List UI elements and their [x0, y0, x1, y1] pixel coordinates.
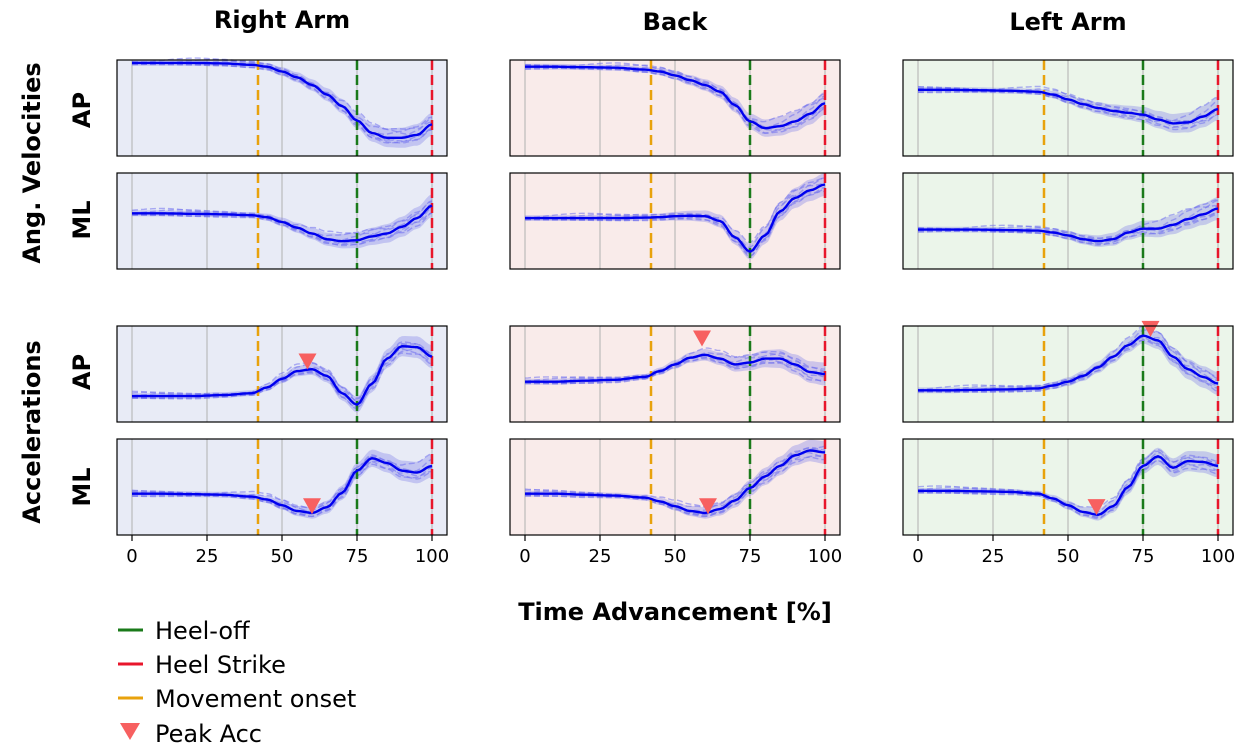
panels: 0 25 50 75 100 0 25 50 75 100 0 25 50 75 100 — [116, 57, 1235, 567]
panel-back-3: 0 25 50 75 100 — [509, 438, 842, 567]
legend-label-heel-strike: Heel Strike — [155, 651, 286, 679]
x-tick-label: 75 — [346, 546, 369, 567]
column-title-back: Back — [643, 8, 709, 36]
mean-line — [525, 449, 826, 515]
trial-line — [917, 199, 1219, 242]
trial-line — [131, 342, 433, 402]
row-label-ap-acceleration: AP — [68, 354, 96, 390]
panel-right-arm-3: 0 25 50 75 100 — [116, 438, 449, 567]
trial-line — [917, 336, 1219, 393]
confidence-band — [525, 439, 825, 519]
trial-line — [524, 177, 826, 258]
panel-frame — [116, 172, 448, 270]
row-label-ap-velocity: AP — [68, 92, 96, 128]
mean-line — [918, 455, 1219, 517]
x-tick-label: 25 — [982, 546, 1005, 567]
trial-line — [525, 183, 826, 249]
trial-line — [524, 351, 826, 384]
mean-line — [918, 88, 1219, 125]
panel-back-0 — [509, 59, 841, 157]
mean-line — [525, 183, 826, 254]
trial-line — [524, 62, 826, 123]
panel-left-arm-2 — [902, 320, 1234, 423]
trial-line — [524, 190, 826, 244]
panel-frame — [116, 59, 448, 157]
panel-frame — [509, 325, 841, 423]
panel-right-arm-2 — [116, 325, 448, 423]
x-tick-label: 25 — [589, 546, 612, 567]
mean-line — [132, 204, 433, 243]
panel-back-1 — [509, 172, 841, 270]
column-title-left-arm: Left Arm — [1009, 8, 1126, 36]
mean-line — [918, 334, 1219, 392]
mean-line — [918, 207, 1219, 243]
x-tick-label: 50 — [271, 546, 294, 567]
trial-line — [131, 57, 433, 137]
peak-acc-marker — [1141, 320, 1160, 337]
x-tick-label: 25 — [196, 546, 219, 567]
x-tick-label: 50 — [1057, 546, 1080, 567]
trial-line — [917, 325, 1219, 393]
panel-left-arm-0 — [902, 59, 1234, 157]
x-tick-label: 0 — [912, 546, 923, 567]
legend: Heel-off Heel Strike Movement onset Peak… — [118, 617, 356, 748]
confidence-band — [525, 63, 825, 137]
trial-line — [132, 58, 433, 130]
mean-line — [132, 61, 433, 139]
panel-back-2 — [509, 325, 841, 423]
x-tick-label: 100 — [415, 546, 449, 567]
row-label-ml-acceleration: ML — [68, 467, 96, 506]
trial-line — [917, 339, 1219, 394]
panel-frame — [509, 172, 841, 270]
peak-acc-marker — [693, 330, 711, 347]
mean-line — [132, 456, 433, 515]
trial-line — [918, 329, 1219, 393]
trial-line — [524, 454, 826, 508]
legend-label-peak-acc: Peak Acc — [155, 720, 262, 748]
group-label-accelerations: Accelerations — [18, 340, 46, 523]
trial-line — [131, 453, 433, 514]
panel-left-arm-3: 0 25 50 75 100 — [902, 438, 1235, 567]
x-tick-label: 0 — [126, 546, 137, 567]
trial-line — [524, 347, 826, 382]
x-tick-label: 50 — [664, 546, 687, 567]
trial-line — [131, 352, 433, 403]
panel-left-arm-1 — [902, 172, 1234, 270]
mean-line — [525, 65, 826, 130]
panel-frame — [509, 59, 841, 157]
row-label-ml-velocity: ML — [68, 200, 96, 239]
panel-frame — [116, 325, 448, 423]
legend-label-movement-onset: Movement onset — [155, 685, 356, 713]
trial-line — [917, 456, 1219, 509]
x-tick-label: 75 — [1132, 546, 1155, 567]
trial-line — [917, 450, 1219, 514]
panel-frame — [902, 59, 1234, 157]
panel-right-arm-1 — [116, 172, 448, 270]
column-title-right-arm: Right Arm — [214, 6, 350, 34]
x-tick-label: 100 — [808, 546, 842, 567]
mean-line — [525, 353, 826, 383]
trial-line — [131, 206, 433, 242]
x-axis-label: Time Advancement [%] — [518, 598, 832, 626]
mean-line — [132, 344, 433, 407]
trial-line — [131, 61, 433, 141]
legend-swatch-peak-acc — [120, 723, 140, 740]
panel-right-arm-0 — [116, 57, 448, 157]
panel-frame — [902, 325, 1234, 423]
legend-label-heel-off: Heel-off — [155, 617, 250, 645]
trial-line — [917, 204, 1219, 246]
peak-acc-marker — [298, 353, 317, 370]
peak-acc-marker — [1087, 499, 1106, 516]
x-tick-label: 100 — [1201, 546, 1235, 567]
x-tick-label: 75 — [739, 546, 762, 567]
group-label-ang-velocities: Ang. Velocities — [18, 62, 46, 263]
trial-line — [131, 199, 433, 247]
peak-acc-marker — [303, 498, 321, 515]
trial-line — [917, 87, 1219, 129]
panel-frame — [902, 172, 1234, 270]
x-tick-label: 0 — [519, 546, 530, 567]
trial-line — [131, 456, 433, 512]
peak-acc-marker — [699, 498, 717, 515]
